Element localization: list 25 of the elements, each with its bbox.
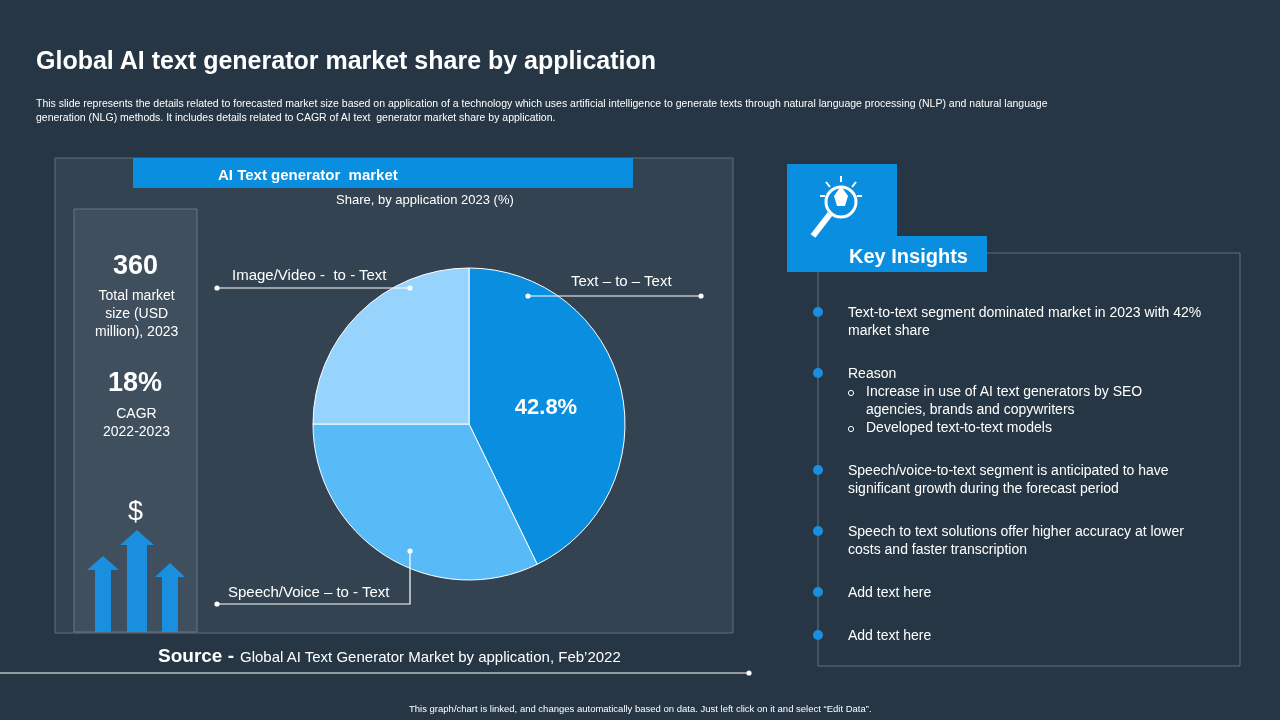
text: Key Insights — [849, 245, 968, 267]
text: This graph/chart is linked, and changes automatically based on data. Just left click on it and select “Edit Data”. — [409, 703, 872, 714]
text: Share, by application 2023 (%) — [336, 192, 514, 207]
slice-label: Text – to – Text — [571, 272, 673, 289]
chart-subtitle: This slide represents the details related to forecasted market size based on application of a technology which uses artificial intelligence to generate texts through natural language processing (NLP) and natural language generation (NLG) methods. It includes details related to CAGR of AI text generator market share by application. — [36, 97, 1048, 123]
text: Developed text-to-text models — [866, 419, 1052, 435]
text: Total market size (USD million), 2023 — [95, 287, 179, 340]
source-note: Source - — [158, 645, 235, 666]
data-label: 42.8% — [514, 393, 578, 419]
text: Add text here — [848, 627, 932, 643]
text: Reason — [848, 365, 897, 381]
text: Speech/voice-to-text segment is anticipated to have significant growth during the forecast period — [848, 462, 1169, 497]
text: Increase in use of AI text generators by SEO agencies, brands and copywriters — [866, 383, 1143, 418]
text: $ — [128, 496, 144, 526]
text: 18% — [108, 367, 163, 397]
slice-label: Image/Video - to - Text — [232, 266, 388, 283]
text: Global AI Text Generator Market by application, Feb’2022 — [240, 648, 621, 665]
text: Speech to text solutions offer higher accuracy at lower costs and faster transcription — [848, 523, 1185, 558]
text: CAGR 2022-2023 — [103, 405, 171, 440]
text: Add text here — [848, 584, 932, 600]
chart-title: Global AI text generator market share by application — [36, 46, 657, 74]
text: 360 — [113, 250, 159, 280]
text: Text-to-text segment dominated market in 2023 with 42% market share — [848, 304, 1202, 339]
text: AI Text generator market — [218, 166, 398, 183]
slice-label: Speech/Voice – to - Text — [228, 583, 391, 600]
